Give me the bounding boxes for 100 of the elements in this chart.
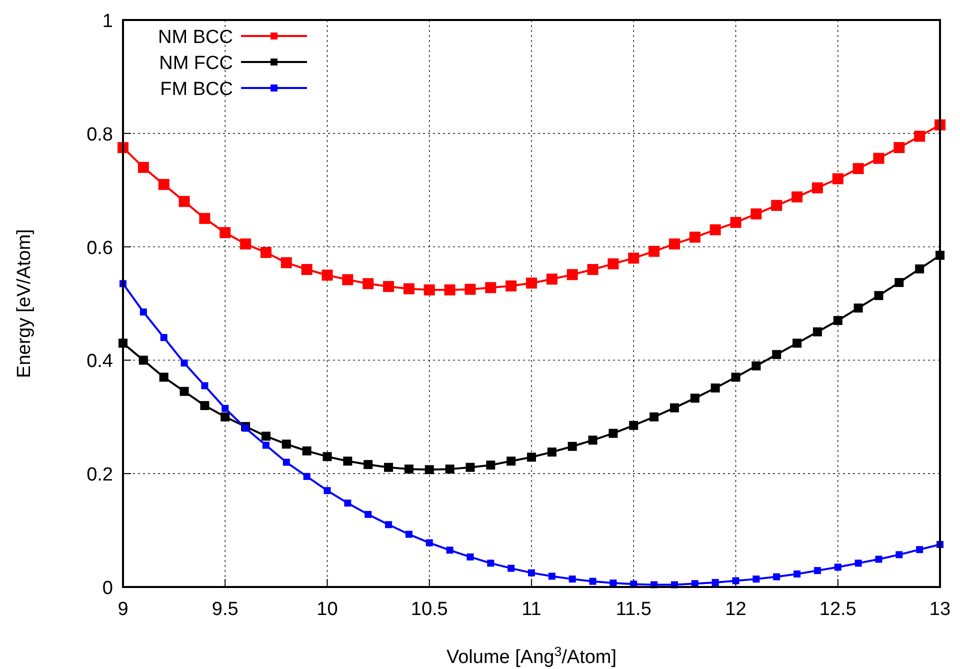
y-tick-label: 1	[102, 11, 113, 32]
point	[773, 573, 780, 580]
point	[220, 412, 230, 422]
point	[445, 464, 454, 474]
point	[792, 338, 802, 348]
y-tick-label: 0.6	[86, 238, 113, 259]
point	[424, 465, 434, 474]
point	[629, 420, 638, 430]
point	[752, 576, 760, 583]
point	[566, 269, 578, 280]
point	[914, 130, 926, 142]
point	[201, 382, 208, 390]
point	[426, 539, 433, 546]
point	[833, 316, 842, 326]
point	[301, 264, 312, 275]
point	[834, 564, 842, 571]
point	[814, 567, 821, 574]
point	[322, 452, 332, 462]
point	[546, 274, 558, 285]
x-tick-label: 11	[522, 599, 542, 620]
point	[506, 456, 516, 466]
point	[180, 386, 189, 396]
point	[160, 334, 168, 342]
legend-label: FM BCC	[160, 79, 233, 100]
x-axis-title: Volume [Ang$^{3}$/Atom]	[446, 644, 617, 668]
point	[650, 412, 659, 422]
point	[608, 258, 619, 270]
point	[383, 280, 394, 292]
point	[608, 428, 618, 438]
y-tick-label: 0.4	[86, 351, 114, 372]
point	[896, 551, 903, 558]
point	[547, 448, 556, 457]
point	[689, 232, 700, 243]
point	[894, 278, 904, 288]
point	[342, 274, 354, 286]
point	[528, 569, 535, 576]
point	[262, 442, 270, 449]
y-tick-label: 0.8	[86, 124, 113, 146]
point	[771, 200, 782, 211]
legend-label: NM BCC	[158, 27, 233, 48]
point	[628, 252, 640, 264]
point	[158, 178, 170, 190]
point	[508, 564, 515, 572]
y-axis-title: Energy [eV/Atom]	[14, 229, 35, 378]
point	[874, 291, 884, 300]
point	[812, 182, 823, 194]
point	[405, 530, 412, 538]
point	[261, 432, 270, 441]
point	[712, 578, 719, 586]
point	[772, 350, 782, 360]
point	[548, 572, 556, 580]
point	[668, 238, 680, 250]
point	[731, 372, 740, 382]
point	[486, 460, 496, 470]
point	[302, 446, 312, 456]
point	[220, 227, 231, 238]
point	[242, 424, 250, 432]
point	[812, 327, 822, 336]
x-tick-label: 13	[929, 599, 951, 620]
point	[587, 264, 598, 275]
x-tick-label: 12.5	[819, 599, 856, 620]
point	[568, 442, 577, 451]
point	[792, 191, 803, 202]
x-tick-label: 10.5	[410, 599, 448, 620]
point	[464, 284, 476, 295]
point	[485, 282, 496, 294]
point	[403, 283, 414, 294]
point	[875, 556, 882, 563]
point	[385, 521, 392, 528]
point	[832, 173, 844, 184]
point	[854, 560, 862, 567]
x-tick-label: 12	[725, 599, 746, 620]
point	[178, 196, 190, 207]
point	[260, 246, 272, 258]
point	[752, 361, 761, 370]
point	[710, 224, 721, 236]
point	[200, 401, 210, 410]
point	[222, 404, 229, 412]
point	[303, 472, 310, 480]
point	[159, 372, 168, 382]
point	[446, 546, 454, 554]
point	[894, 142, 905, 154]
point	[915, 264, 924, 274]
point	[527, 452, 536, 462]
point	[138, 162, 149, 173]
x-tick-label: 9	[118, 599, 128, 620]
point	[138, 356, 148, 365]
point	[730, 216, 742, 228]
point	[343, 456, 352, 466]
point	[670, 403, 679, 412]
x-tick-label: 10	[316, 599, 338, 620]
point	[710, 383, 720, 392]
point	[404, 464, 414, 474]
point	[466, 553, 474, 560]
point	[750, 208, 762, 220]
x-tick-label: 11.5	[616, 599, 652, 620]
point	[568, 576, 576, 583]
point	[199, 212, 210, 224]
point	[466, 462, 475, 472]
point	[424, 284, 435, 296]
